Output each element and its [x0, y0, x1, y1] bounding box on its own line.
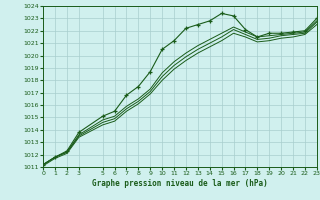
X-axis label: Graphe pression niveau de la mer (hPa): Graphe pression niveau de la mer (hPa) [92, 179, 268, 188]
